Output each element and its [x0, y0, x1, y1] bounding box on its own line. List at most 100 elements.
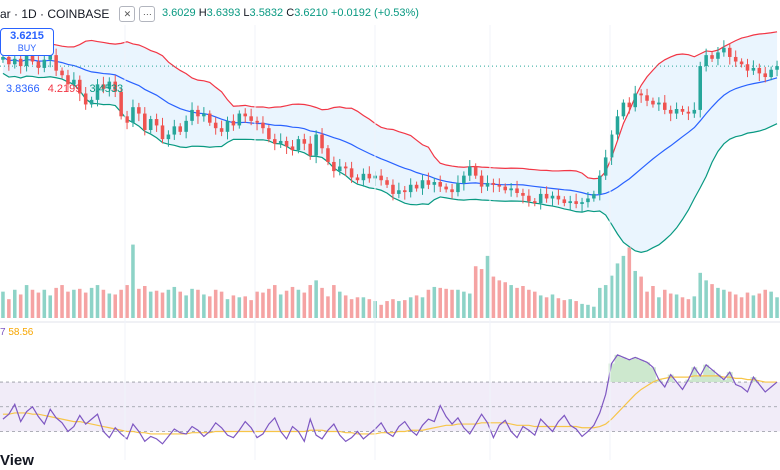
candle-body — [763, 73, 767, 78]
high-value: 3.6393 — [206, 7, 241, 19]
candle-body — [166, 134, 171, 140]
symbol-header: ar · 1D · COINBASE ✕ ⋯ — [0, 5, 156, 23]
volume-bar — [60, 285, 64, 318]
candle-body — [663, 102, 667, 110]
volume-bar — [42, 289, 47, 318]
volume-bar — [284, 290, 289, 318]
volume-bar — [527, 289, 531, 318]
volume-bar — [497, 280, 502, 318]
candle-body — [219, 128, 224, 132]
candle-body — [562, 199, 567, 204]
buy-label: BUY — [17, 43, 37, 53]
candle-body — [255, 120, 259, 123]
candle-body — [278, 140, 283, 144]
volume-bar — [391, 299, 395, 318]
volume-bar — [574, 301, 578, 318]
volume-bar — [243, 296, 247, 318]
volume-bar — [89, 287, 94, 318]
candle-body — [450, 189, 454, 193]
candle-body — [420, 180, 425, 189]
candle-body — [503, 186, 507, 191]
volume-bar — [674, 294, 679, 318]
candle-body — [468, 166, 472, 176]
candle-body — [704, 55, 708, 67]
low-value: 3.5832 — [249, 7, 284, 19]
volume-bar — [479, 269, 484, 318]
volume-bar — [95, 285, 100, 318]
volume-bar — [515, 287, 519, 318]
volume-bar — [745, 292, 750, 318]
volume-bar — [237, 297, 242, 318]
close-value: 3.6210 — [294, 7, 328, 19]
bollinger-values: 3.8366 4.2199 3.4533 — [6, 83, 128, 95]
candle-body — [686, 111, 691, 114]
candle-body — [190, 109, 194, 121]
volume-bar — [769, 291, 773, 318]
candle-body — [131, 107, 135, 123]
volume-bar — [668, 293, 673, 318]
volume-bar — [48, 295, 52, 318]
volume-bar — [278, 294, 283, 318]
volume-bar — [538, 295, 543, 318]
candle-body — [1, 56, 5, 60]
candle-body — [544, 193, 549, 199]
candle-body — [426, 180, 431, 185]
candle-body — [89, 99, 94, 105]
volume-bar — [13, 289, 17, 318]
candle-body — [550, 195, 555, 199]
buy-price: 3.6215 — [10, 30, 44, 42]
volume-bar — [367, 299, 372, 318]
volume-bar — [308, 285, 312, 318]
volume-bar — [213, 289, 218, 318]
candle-body — [444, 186, 448, 190]
volume-bar — [72, 289, 76, 318]
volume-bar — [698, 272, 702, 318]
volume-bar — [414, 295, 419, 318]
symbol-title[interactable]: ar · 1D · COINBASE — [0, 7, 116, 21]
close-icon[interactable]: ✕ — [119, 6, 136, 22]
open-value: 3.6029 — [162, 7, 196, 19]
candle-body — [509, 188, 513, 191]
candle-body — [598, 175, 602, 194]
candle-body — [367, 173, 372, 179]
candle-body — [54, 55, 58, 71]
volume-bar — [621, 255, 626, 318]
candle-body — [574, 201, 578, 204]
candle-body — [343, 166, 348, 169]
more-icon[interactable]: ⋯ — [139, 6, 156, 22]
bollinger-upper-line — [2, 31, 778, 180]
volume-bar — [255, 291, 259, 318]
volume-bar — [438, 287, 442, 318]
volume-bar — [615, 263, 620, 318]
candle-body — [36, 61, 41, 68]
candle-body — [24, 52, 29, 67]
volume-bar — [296, 289, 301, 318]
volume-bar — [267, 288, 271, 318]
volume-bar — [385, 301, 389, 318]
volume-bar — [645, 291, 649, 318]
buy-button[interactable]: 3.6215 BUY — [0, 28, 54, 56]
candle-body — [30, 52, 35, 62]
candle-body — [332, 161, 336, 172]
candle-body — [745, 64, 750, 71]
candle-body — [491, 182, 496, 185]
volume-bar — [468, 293, 472, 318]
candle-body — [302, 139, 307, 144]
volume-bar — [302, 292, 307, 318]
volume-bar — [544, 297, 549, 318]
candle-body — [125, 116, 129, 123]
candle-body — [651, 100, 655, 105]
volume-bar — [24, 285, 29, 318]
volume-bar — [172, 286, 177, 318]
volume-bar — [355, 297, 360, 318]
candle-body — [668, 109, 673, 114]
candle-body — [391, 184, 395, 194]
volume-bar — [704, 280, 708, 318]
candle-body — [769, 69, 773, 78]
candle-body — [751, 67, 756, 71]
candle-body — [674, 109, 679, 114]
candle-body — [361, 173, 366, 181]
volume-bar — [733, 294, 738, 318]
